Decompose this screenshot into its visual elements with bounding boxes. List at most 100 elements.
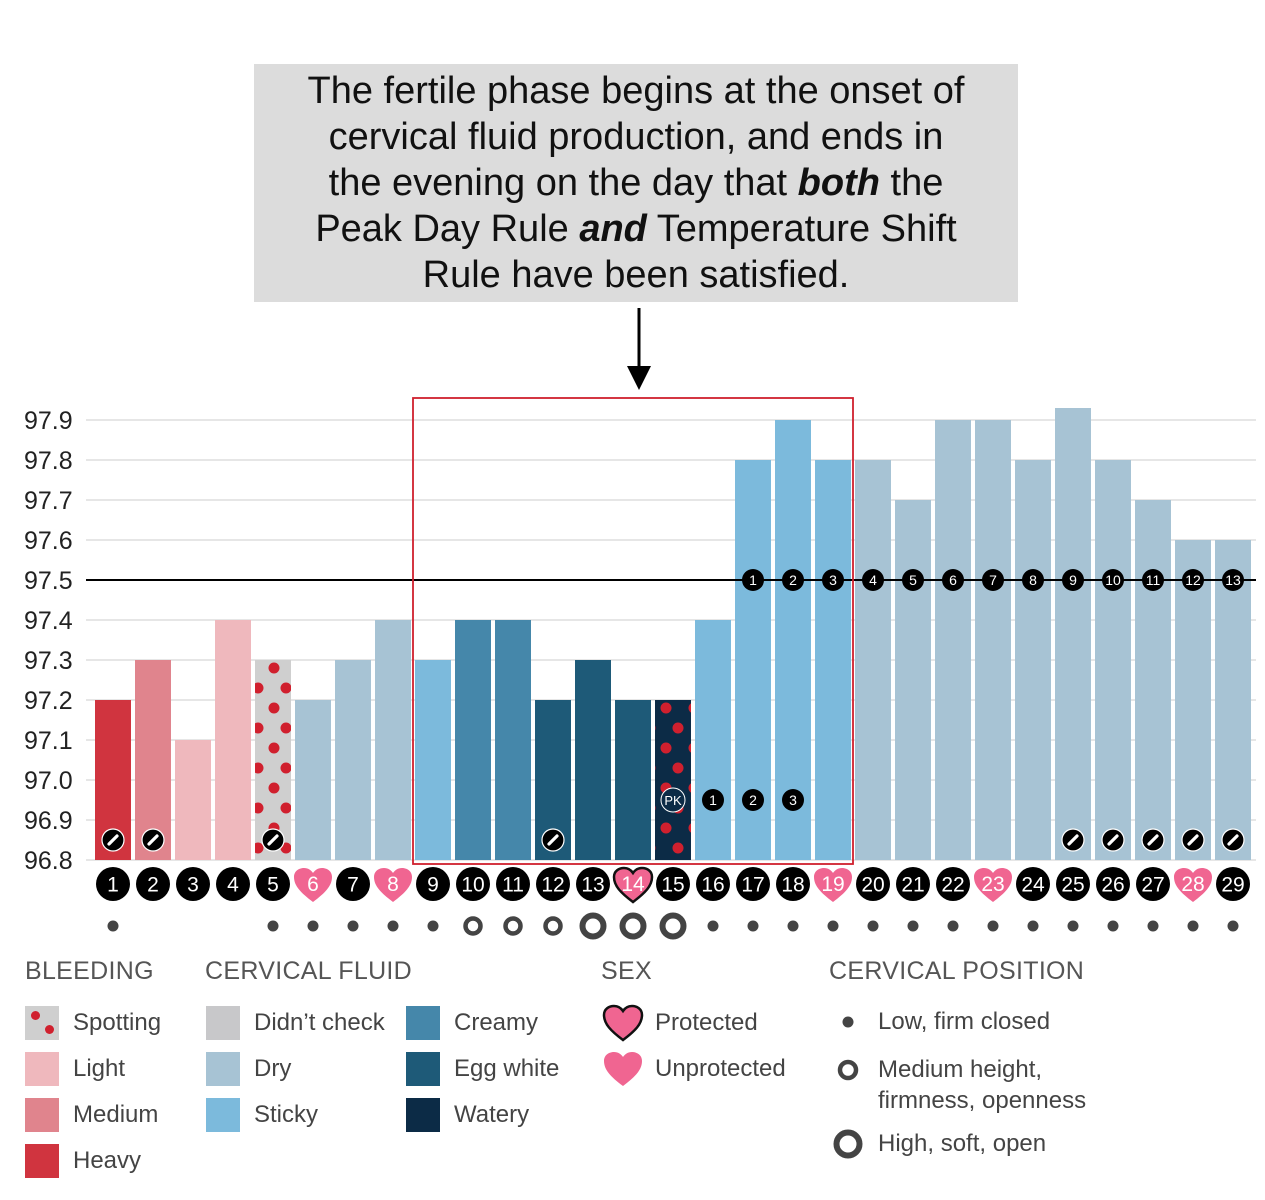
day-number-19: 19 [821, 873, 844, 896]
cervical-position-low-icon [1227, 920, 1239, 932]
bar-spots-day-5 [255, 660, 291, 860]
cervical-position-low-icon [787, 920, 799, 932]
day-number-13-label: 13 [581, 874, 604, 897]
day-number-16-label: 16 [701, 874, 724, 897]
callout-line-1: The fertile phase begins at the onset of [307, 70, 965, 112]
legend-sticky: Sticky [206, 1098, 318, 1132]
low-position-icon [828, 1014, 868, 1030]
day-number-5 [256, 867, 290, 901]
y-tick-label: 97.4 [24, 607, 73, 635]
protected-heart-icon [602, 1004, 644, 1042]
callout-arrow-icon [627, 308, 651, 390]
shift-count-13 [1222, 569, 1244, 591]
bar-day-20 [855, 460, 891, 860]
unprotected-heart-icon [294, 868, 332, 902]
callout-line-3: the evening on the day that both the [329, 160, 944, 206]
unprotected-heart-icon [1174, 868, 1212, 902]
y-tick-label: 97.8 [24, 447, 73, 475]
day-number-5-label: 5 [267, 874, 279, 897]
day-number-18 [776, 867, 810, 901]
cervical-position-low-icon [1187, 920, 1199, 932]
shift-count-5 [902, 569, 924, 591]
cervical-position-low-icon [307, 920, 319, 932]
shift-count-4 [862, 569, 884, 591]
day-number-15 [656, 867, 690, 901]
legend-position-medium-text: Medium height, firmness, openness [878, 1054, 1086, 1116]
cervical-position-low-icon [387, 920, 399, 932]
cervical-position-low-icon [427, 920, 439, 932]
legend-position-high-label: High, soft, open [878, 1130, 1047, 1157]
day-number-1 [96, 867, 130, 901]
day-number-17-label: 17 [741, 874, 764, 897]
day-number-14: 14 [621, 873, 645, 896]
legend-position-title: CERVICAL POSITION [829, 957, 1085, 985]
cervical-position-low-icon [747, 920, 759, 932]
shift-count-6-label: 6 [949, 572, 957, 588]
legend-didnt-check-label: Didn’t check [254, 1009, 385, 1036]
bar-day-10 [455, 620, 491, 860]
legend-fluid-title: CERVICAL FLUID [205, 957, 413, 985]
day-number-22-label: 22 [941, 874, 964, 897]
day-number-17 [736, 867, 770, 901]
day-number-10 [456, 867, 490, 901]
shift-count-10-label: 10 [1105, 572, 1121, 588]
temperature-chart: 97.9 97.8 97.7 97.6 97.5 97.4 97.3 97.2 97.1 97.0… [24, 397, 1256, 940]
cervical-position-high-icon [619, 912, 647, 940]
day-number-20-label: 20 [861, 874, 884, 897]
day-number-12 [536, 867, 570, 901]
day-number-21-label: 21 [901, 874, 924, 897]
day-number-11-label: 11 [502, 874, 524, 897]
peak-day-marker [660, 787, 686, 813]
unprotected-heart-icon [374, 868, 412, 902]
cervical-position-medium-icon [543, 916, 563, 936]
shift-count-8 [1022, 569, 1044, 591]
pencil-icon-stroke [1187, 834, 1199, 846]
heavy-swatch [25, 1144, 59, 1178]
protected-heart-icon [612, 866, 654, 904]
day-number-9-label: 9 [427, 874, 439, 897]
legend-didnt-check: Didn’t check [206, 1006, 385, 1040]
callout-text: the [879, 162, 944, 204]
y-tick-label: 96.8 [24, 847, 73, 875]
fertile-window-box [412, 397, 854, 865]
day-number-8: 8 [387, 873, 399, 896]
shift-count-8-label: 8 [1029, 572, 1037, 588]
day-number-27 [1136, 867, 1170, 901]
pencil-icon-stroke [1107, 834, 1119, 846]
day-number-29 [1216, 867, 1250, 901]
peak-count-2-label: 2 [749, 792, 757, 808]
shift-count-7-label: 7 [989, 572, 997, 588]
cervical-position-low-icon [1147, 920, 1159, 932]
spotting-swatch [25, 1006, 59, 1040]
high-position-icon [828, 1128, 868, 1160]
day-number-10-label: 10 [461, 874, 484, 897]
day-number-4 [216, 867, 250, 901]
chart-day-axis: 1 2 3 4 5 6 7 8 9 10 11 12 13 14 15 16 17 18 19 20 21 22 23 24 2… [96, 866, 1250, 940]
bar-day-26 [1095, 460, 1131, 860]
bar-day-14 [615, 700, 651, 860]
legend-creamy-label: Creamy [454, 1009, 539, 1036]
bar-day-24 [1015, 460, 1051, 860]
bar-day-4 [215, 620, 251, 860]
watery-swatch [406, 1098, 440, 1132]
shift-count-5-label: 5 [909, 572, 917, 588]
day-number-21 [896, 867, 930, 901]
shift-count-9-label: 9 [1069, 572, 1077, 588]
bar-day-29 [1215, 540, 1251, 860]
day-number-25-label: 25 [1061, 874, 1084, 897]
y-tick-label: 97.2 [24, 687, 73, 715]
shift-count-12-label: 12 [1185, 572, 1201, 588]
bar-day-13 [575, 660, 611, 860]
legend-creamy: Creamy [406, 1006, 538, 1040]
cervical-position-high-icon [579, 912, 607, 940]
peak-day-label: PK [664, 793, 682, 808]
legend-bleeding-title: BLEEDING [25, 957, 154, 985]
peak-count-1 [702, 789, 724, 811]
legend-position-medium-line1: Medium height, [878, 1056, 1043, 1083]
medium-position-icon [828, 1058, 868, 1082]
day-number-3-label: 3 [187, 874, 199, 897]
pencil-icon-stroke [147, 834, 159, 846]
unprotected-heart-icon [604, 1052, 642, 1086]
cervical-position-low-icon [1107, 920, 1119, 932]
